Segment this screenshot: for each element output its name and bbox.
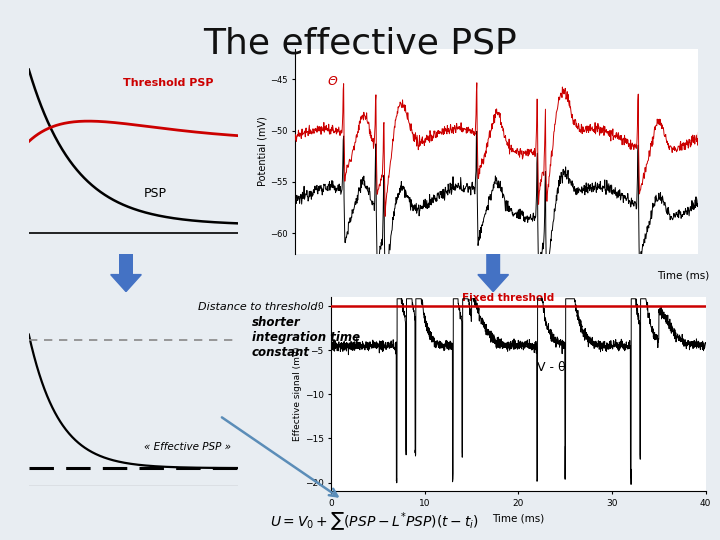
- Text: Fixed threshold: Fixed threshold: [462, 293, 554, 303]
- Text: Distance to threshold:: Distance to threshold:: [197, 302, 321, 313]
- Text: « Effective PSP »: « Effective PSP »: [143, 442, 230, 452]
- Text: shorter
integration time
constant: shorter integration time constant: [252, 316, 360, 359]
- X-axis label: Time (ms): Time (ms): [492, 514, 544, 524]
- Text: Threshold PSP: Threshold PSP: [122, 78, 213, 88]
- Text: Θ: Θ: [328, 75, 338, 87]
- Polygon shape: [478, 254, 508, 292]
- Y-axis label: Effective signal (mV): Effective signal (mV): [293, 347, 302, 442]
- Text: The effective PSP: The effective PSP: [203, 27, 517, 61]
- Y-axis label: Potential (mV): Potential (mV): [257, 116, 267, 186]
- Text: PSP: PSP: [143, 187, 166, 200]
- Polygon shape: [111, 254, 141, 292]
- Text: $U = V_0 + \sum(PSP - L^{*}PSP)(t - t_i)$: $U = V_0 + \sum(PSP - L^{*}PSP)(t - t_i)…: [270, 510, 479, 532]
- Text: V - θ: V - θ: [537, 361, 566, 374]
- Text: Time (ms): Time (ms): [657, 270, 709, 280]
